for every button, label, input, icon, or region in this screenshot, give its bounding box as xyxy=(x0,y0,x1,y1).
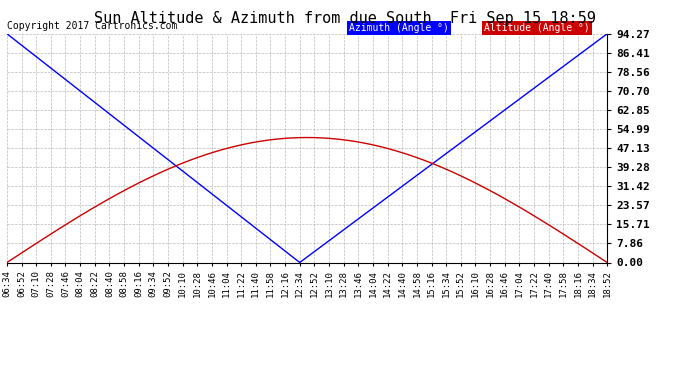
Text: Copyright 2017 Cartronics.com: Copyright 2017 Cartronics.com xyxy=(7,21,177,32)
Text: Altitude (Angle °): Altitude (Angle °) xyxy=(484,22,590,33)
Text: Azimuth (Angle °): Azimuth (Angle °) xyxy=(349,22,449,33)
Text: Sun Altitude & Azimuth from due South  Fri Sep 15 18:59: Sun Altitude & Azimuth from due South Fr… xyxy=(94,11,596,26)
